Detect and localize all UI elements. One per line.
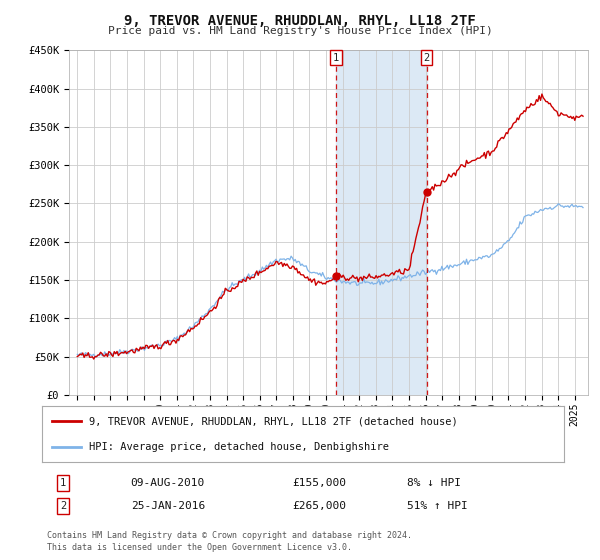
Text: HPI: Average price, detached house, Denbighshire: HPI: Average price, detached house, Denb… bbox=[89, 442, 389, 452]
Text: 8% ↓ HPI: 8% ↓ HPI bbox=[407, 478, 461, 488]
Text: Price paid vs. HM Land Registry's House Price Index (HPI): Price paid vs. HM Land Registry's House … bbox=[107, 26, 493, 36]
Text: 2: 2 bbox=[424, 53, 430, 63]
Text: 1: 1 bbox=[333, 53, 339, 63]
Text: 9, TREVOR AVENUE, RHUDDLAN, RHYL, LL18 2TF (detached house): 9, TREVOR AVENUE, RHUDDLAN, RHYL, LL18 2… bbox=[89, 416, 458, 426]
Text: 51% ↑ HPI: 51% ↑ HPI bbox=[407, 501, 468, 511]
Text: 09-AUG-2010: 09-AUG-2010 bbox=[131, 478, 205, 488]
Text: 1: 1 bbox=[60, 478, 66, 488]
Text: This data is licensed under the Open Government Licence v3.0.: This data is licensed under the Open Gov… bbox=[47, 543, 352, 552]
Text: 2: 2 bbox=[60, 501, 66, 511]
Text: 9, TREVOR AVENUE, RHUDDLAN, RHYL, LL18 2TF: 9, TREVOR AVENUE, RHUDDLAN, RHYL, LL18 2… bbox=[124, 14, 476, 28]
Bar bbox=[336, 50, 427, 395]
Text: Contains HM Land Registry data © Crown copyright and database right 2024.: Contains HM Land Registry data © Crown c… bbox=[47, 531, 412, 540]
Text: £265,000: £265,000 bbox=[293, 501, 347, 511]
Text: 25-JAN-2016: 25-JAN-2016 bbox=[131, 501, 205, 511]
Text: £155,000: £155,000 bbox=[293, 478, 347, 488]
